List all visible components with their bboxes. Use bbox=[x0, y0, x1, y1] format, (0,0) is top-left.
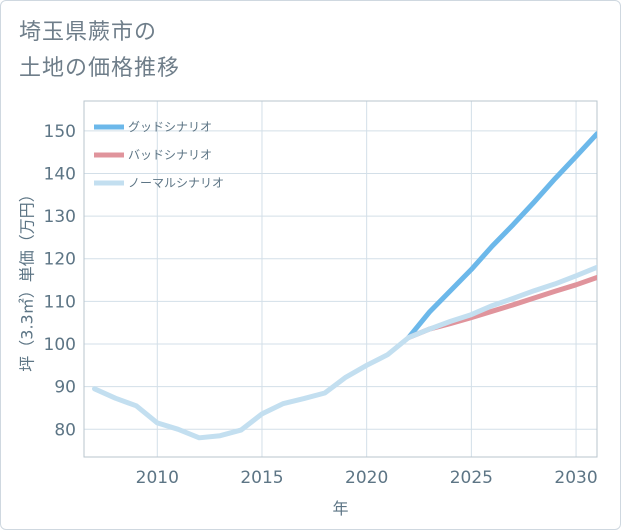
legend-label: バッドシナリオ bbox=[128, 148, 212, 162]
chart-title-line2: 土地の価格推移 bbox=[19, 56, 181, 81]
y-axis-ticks: 80 90 100 110 120 130 140 150 bbox=[44, 122, 76, 440]
y-tick-label: 130 bbox=[44, 207, 76, 227]
y-axis-title: 坪（3.3㎡）単価（万円） bbox=[18, 186, 37, 371]
x-tick-label: 2030 bbox=[554, 468, 597, 488]
y-tick-label: 100 bbox=[44, 335, 76, 355]
y-tick-label: 90 bbox=[54, 378, 76, 398]
y-tick-label: 120 bbox=[44, 250, 76, 270]
y-tick-label: 150 bbox=[44, 122, 76, 142]
series-layer bbox=[92, 131, 597, 441]
chart-title-line1: 埼玉県蕨市の bbox=[19, 20, 158, 45]
y-tick-label: 110 bbox=[44, 292, 76, 312]
x-tick-label: 2020 bbox=[345, 468, 388, 488]
series-line-3 bbox=[92, 264, 597, 441]
legend-label: グッドシナリオ bbox=[128, 120, 212, 134]
series-line-1 bbox=[406, 131, 597, 341]
x-axis-ticks: 2010 2015 2020 2025 2030 bbox=[136, 468, 598, 488]
legend-label: ノーマルシナリオ bbox=[128, 176, 224, 190]
x-tick-label: 2025 bbox=[450, 468, 493, 488]
x-tick-label: 2015 bbox=[240, 468, 283, 488]
x-tick-label: 2010 bbox=[136, 468, 179, 488]
y-tick-label: 140 bbox=[44, 164, 76, 184]
x-axis-title: 年 bbox=[332, 499, 348, 518]
y-tick-label: 80 bbox=[54, 420, 76, 440]
chart-title: 埼玉県蕨市の 土地の価格推移 bbox=[19, 15, 180, 87]
grid-lines bbox=[84, 101, 597, 457]
